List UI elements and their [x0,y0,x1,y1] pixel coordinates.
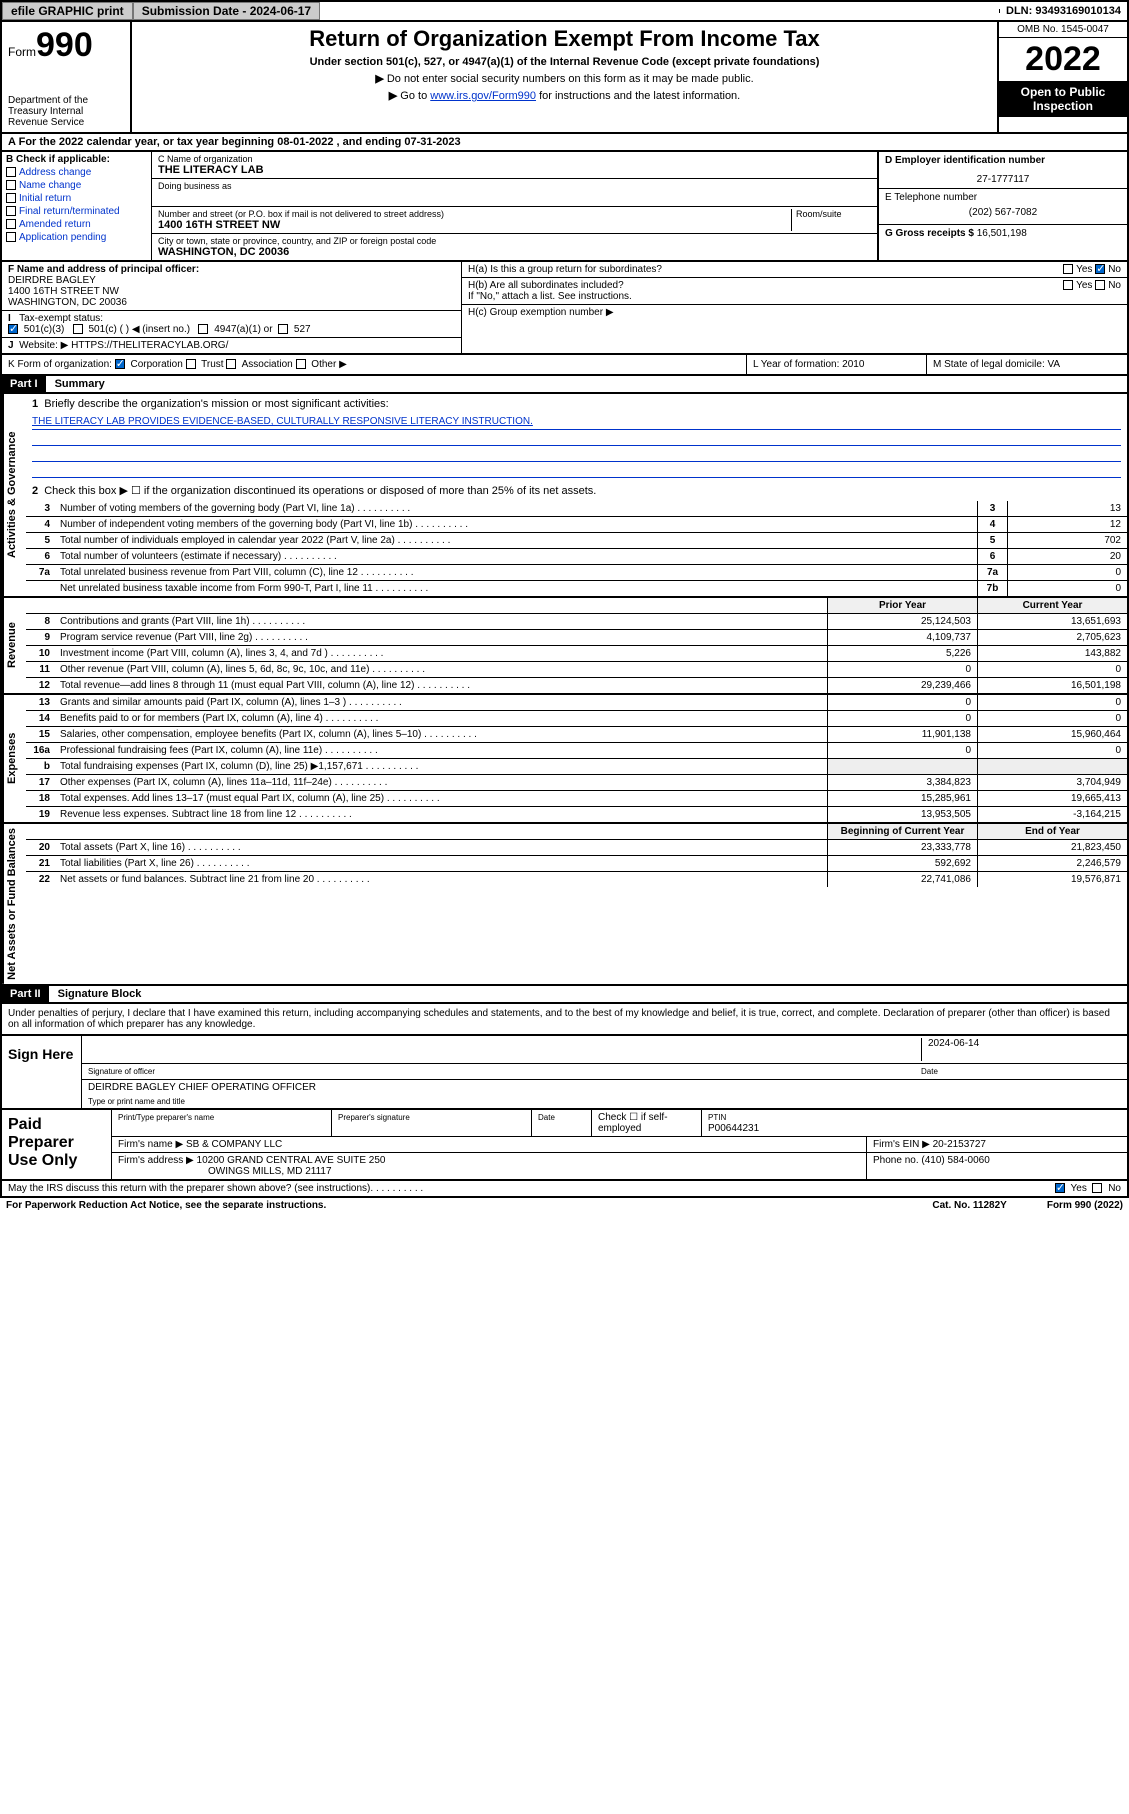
sig-date: 2024-06-14 [921,1038,1121,1061]
firm-name: SB & COMPANY LLC [186,1139,282,1150]
part2-title: Signature Block [52,986,148,1002]
chk-other[interactable] [296,359,306,369]
part1-header: Part I Summary [0,376,1129,394]
ein-value: 27-1777117 [885,174,1121,185]
website-label: Website: ▶ [19,340,68,351]
note-ssn: Do not enter social security numbers on … [387,73,754,85]
row-a-period: A For the 2022 calendar year, or tax yea… [0,134,1129,152]
chk-amended-return[interactable]: Amended return [6,219,147,230]
form-title: Return of Organization Exempt From Incom… [140,26,989,52]
chk-4947[interactable] [198,324,208,334]
hc-label: H(c) Group exemption number ▶ [468,307,614,318]
sig-officer-label: Signature of officer [88,1067,155,1076]
tax-year: 2022 [999,38,1127,81]
firm-phone: (410) 584-0060 [921,1155,989,1166]
chk-527[interactable] [278,324,288,334]
part1-title: Summary [49,376,111,392]
discuss-yes[interactable] [1055,1183,1065,1193]
street-address: 1400 16TH STREET NW [158,219,791,231]
org-name-label: C Name of organization [158,154,871,164]
firm-addr2: OWINGS MILLS, MD 21117 [208,1166,332,1177]
sig-name: DEIRDRE BAGLEY CHIEF OPERATING OFFICER [88,1082,316,1093]
submission-date-button[interactable]: Submission Date - 2024-06-17 [133,2,320,20]
domicile-label: M State of legal domicile: [933,359,1045,370]
topbar: efile GRAPHIC print Submission Date - 20… [0,0,1129,22]
section-b-through-g: B Check if applicable: Address change Nam… [0,152,1129,262]
ha-label: H(a) Is this a group return for subordin… [468,264,662,275]
note-goto-post: for instructions and the latest informat… [536,90,740,102]
chk-corp[interactable] [115,359,125,369]
city-state-zip: WASHINGTON, DC 20036 [158,246,871,258]
addr-label: Number and street (or P.O. box if mail i… [158,209,791,219]
officer-name: DEIRDRE BAGLEY [8,275,455,286]
sig-date-label: Date [921,1067,938,1076]
chk-trust[interactable] [186,359,196,369]
chk-final-return-terminated[interactable]: Final return/terminated [6,206,147,217]
perjury-statement: Under penalties of perjury, I declare th… [0,1004,1129,1036]
part1-badge: Part I [2,376,46,392]
chk-501c[interactable] [73,324,83,334]
irs-link[interactable]: www.irs.gov/Form990 [430,90,536,102]
omb-number: OMB No. 1545-0047 [999,22,1127,38]
form-header: Form990 Department of the Treasury Inter… [0,22,1129,134]
firm-addr1: 10200 GRAND CENTRAL AVE SUITE 250 [197,1155,386,1166]
efile-print-button[interactable]: efile GRAPHIC print [2,2,133,20]
chk-501c3[interactable] [8,324,18,334]
officer-addr1: 1400 16TH STREET NW [8,286,455,297]
gross-receipts-label: G Gross receipts $ [885,228,974,239]
chk-name-change[interactable]: Name change [6,180,147,191]
website-value: HTTPS://THELITERACYLAB.ORG/ [71,340,228,351]
dln: DLN: 93493169010134 [1000,3,1127,19]
paid-label: Paid Preparer Use Only [2,1110,112,1179]
ha-no[interactable] [1095,264,1105,274]
hb-note: If "No," attach a list. See instructions… [468,291,632,302]
sign-here-label: Sign Here [2,1036,82,1108]
ha-yes[interactable] [1063,264,1073,274]
city-label: City or town, state or province, country… [158,236,871,246]
section-k-l-m: K Form of organization: Corporation Trus… [0,355,1129,376]
dba-label: Doing business as [158,181,871,191]
phone-label: E Telephone number [885,192,1121,203]
ptin: P00644231 [708,1123,759,1134]
box-b-label: B Check if applicable: [6,154,147,165]
tax-exempt-label: Tax-exempt status: [19,313,103,324]
room-label: Room/suite [796,209,871,219]
phone-value: (202) 567-7082 [885,207,1121,218]
form-org-label: K Form of organization: [8,359,112,370]
dept-label: Department of the Treasury Internal Reve… [8,95,124,128]
sig-name-label: Type or print name and title [88,1097,185,1106]
officer-addr2: WASHINGTON, DC 20036 [8,297,455,308]
paid-preparer-block: Paid Preparer Use Only Print/Type prepar… [0,1110,1129,1181]
hb-label: H(b) Are all subordinates included? [468,280,624,291]
year-formation-label: L Year of formation: [753,359,839,370]
cat-no: Cat. No. 11282Y [932,1200,1006,1211]
pra-notice: For Paperwork Reduction Act Notice, see … [6,1200,326,1211]
form-prefix: Form [8,45,36,59]
chk-address-change[interactable]: Address change [6,167,147,178]
chk-assoc[interactable] [226,359,236,369]
discuss-no[interactable] [1092,1183,1102,1193]
hb-yes[interactable] [1063,280,1073,290]
chk-initial-return[interactable]: Initial return [6,193,147,204]
gross-receipts-value: 16,501,198 [977,228,1027,239]
officer-label: F Name and address of principal officer: [8,264,455,275]
org-name: THE LITERACY LAB [158,164,871,176]
domicile: VA [1048,359,1061,370]
form-number: 990 [36,26,93,64]
firm-ein: 20-2153727 [933,1139,986,1150]
note-goto-pre: Go to [400,90,430,102]
part2-header: Part II Signature Block [0,986,1129,1004]
chk-application-pending[interactable]: Application pending [6,232,147,243]
discuss-row: May the IRS discuss this return with the… [0,1181,1129,1198]
footer: For Paperwork Reduction Act Notice, see … [0,1198,1129,1213]
part2-badge: Part II [2,986,49,1002]
year-formation: 2010 [842,359,864,370]
form-subtitle: Under section 501(c), 527, or 4947(a)(1)… [140,56,989,68]
hb-no[interactable] [1095,280,1105,290]
sign-here-block: Sign Here 2024-06-14 Signature of office… [0,1036,1129,1110]
ein-label: D Employer identification number [885,155,1121,166]
section-f-through-j: F Name and address of principal officer:… [0,262,1129,355]
form-ref: Form 990 (2022) [1047,1200,1123,1211]
open-inspection-badge: Open to Public Inspection [999,81,1127,117]
